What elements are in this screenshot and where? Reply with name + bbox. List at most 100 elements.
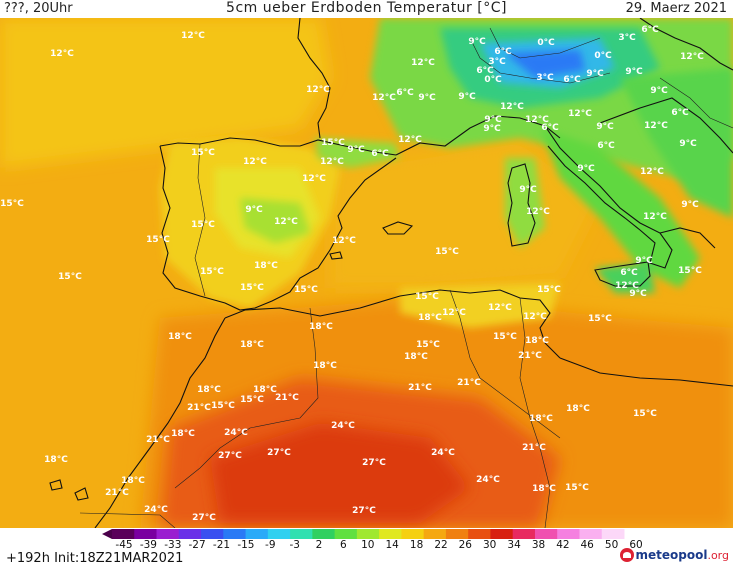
legend-tick-label: -21 (213, 539, 230, 548)
temperature-label: 15°C (493, 332, 517, 342)
temperature-label: 9°C (650, 86, 668, 96)
legend-color-cell (267, 529, 291, 539)
legend-tick-label: 46 (581, 539, 595, 548)
legend-tick-label: 42 (556, 539, 569, 548)
temperature-label: 21°C (275, 393, 299, 403)
coastline (659, 227, 716, 249)
legend-tick-label: -39 (140, 539, 157, 548)
temperature-label: 18°C (313, 361, 337, 371)
temperature-label: 21°C (522, 443, 546, 453)
legend-color-cell (468, 529, 491, 539)
temperature-label: 18°C (529, 414, 553, 424)
legend-tick-label: 14 (386, 539, 400, 548)
temperature-label: 9°C (484, 115, 502, 125)
legend-tick-label: -3 (289, 539, 299, 548)
legend-tick-label: -9 (265, 539, 275, 548)
temperature-label: 15°C (200, 267, 224, 277)
temperature-label: 12°C (50, 49, 74, 59)
temperature-label: 24°C (144, 505, 168, 515)
temperature-label: 15°C (416, 340, 440, 350)
legend-tick-label: -33 (164, 539, 181, 548)
temperature-label: 18°C (404, 352, 428, 362)
legend-tick-label: 26 (459, 539, 473, 548)
coastline (559, 357, 733, 387)
logo-text: meteopool.org (636, 548, 730, 562)
temperature-label: 15°C (321, 138, 345, 148)
temperature-label: 27°C (267, 448, 291, 458)
legend-color-cell (312, 529, 336, 539)
temperature-label: 12°C (615, 281, 639, 291)
temperature-label: 21°C (408, 383, 432, 393)
border (489, 27, 601, 59)
temperature-label: 15°C (211, 401, 235, 411)
coastline (159, 137, 397, 156)
temperature-label: 0°C (537, 38, 555, 48)
legend-color-cell (445, 529, 469, 539)
temperature-label: 18°C (253, 385, 277, 395)
temperature-label: 12°C (488, 303, 512, 313)
temperature-label: 12°C (306, 85, 330, 95)
temperature-label: 27°C (362, 458, 386, 468)
temperature-label: 18°C (566, 404, 590, 414)
temperature-label: 15°C (294, 285, 318, 295)
temperature-label: 18°C (240, 340, 264, 350)
temperature-label: 18°C (309, 322, 333, 332)
temperature-label: 12°C (500, 102, 524, 112)
temperature-label: 9°C (681, 200, 699, 210)
temperature-label: 15°C (415, 292, 439, 302)
legend-tick-label: -15 (237, 539, 254, 548)
legend-color-cell (245, 529, 269, 539)
temperature-label: 12°C (644, 121, 668, 131)
legend-left-arrow (102, 529, 112, 539)
legend-tick-label: 50 (605, 539, 618, 548)
temperature-label: 9°C (635, 256, 653, 266)
legend-tick-label: 30 (483, 539, 496, 548)
temperature-label: 12°C (643, 212, 667, 222)
header-bar: ???, 20Uhr 5cm ueber Erdboden Temperatur… (0, 0, 733, 18)
temperature-label: 6°C (476, 66, 494, 76)
legend-color-cell (201, 529, 224, 539)
temperature-label: 9°C (458, 92, 476, 102)
coastlines (49, 18, 733, 528)
temperature-label: 12°C (302, 174, 326, 184)
temperature-label: 9°C (519, 185, 537, 195)
legend-tick-label: 60 (629, 539, 642, 548)
temperature-label: 15°C (588, 314, 612, 324)
temperature-label: 18°C (418, 313, 442, 323)
temperature-label: 6°C (671, 108, 689, 118)
coastline (544, 125, 673, 269)
temperature-label: 15°C (240, 395, 264, 405)
temperature-label: 9°C (468, 37, 486, 47)
legend-color-cell (579, 529, 603, 539)
temperature-label: 18°C (168, 332, 192, 342)
island (382, 221, 414, 235)
temperature-label: 15°C (537, 285, 561, 295)
coastline (94, 317, 226, 528)
temperature-label: 9°C (418, 93, 436, 103)
temperature-label: 6°C (396, 88, 414, 98)
legend-tick-label: 6 (340, 539, 347, 548)
border (194, 143, 206, 297)
temperature-label: 15°C (191, 148, 215, 158)
temperature-label: 12°C (398, 135, 422, 145)
temperature-label: 12°C (243, 157, 267, 167)
map-title: 5cm ueber Erdboden Temperatur [°C] (226, 0, 507, 16)
island (74, 487, 89, 501)
temperature-label: 15°C (58, 272, 82, 282)
border (449, 289, 561, 439)
legend-tick-label: -45 (115, 539, 132, 548)
coastline (224, 289, 561, 359)
temperature-label: 9°C (596, 122, 614, 132)
alps-coldest (505, 50, 585, 78)
meteopool-logo: meteopool.org (619, 546, 730, 564)
temperature-label: 24°C (476, 475, 500, 485)
temperature-label: 18°C (44, 455, 68, 465)
temperature-label: 21°C (105, 488, 129, 498)
tunisia-coast-cool (400, 283, 560, 328)
north-ocean-band (0, 18, 330, 168)
temperature-label: 12°C (274, 217, 298, 227)
temperature-label: 3°C (488, 57, 506, 67)
legend-color-cell (223, 529, 247, 539)
legend-tick-label: -27 (189, 539, 206, 548)
legend-color-cell (134, 529, 158, 539)
